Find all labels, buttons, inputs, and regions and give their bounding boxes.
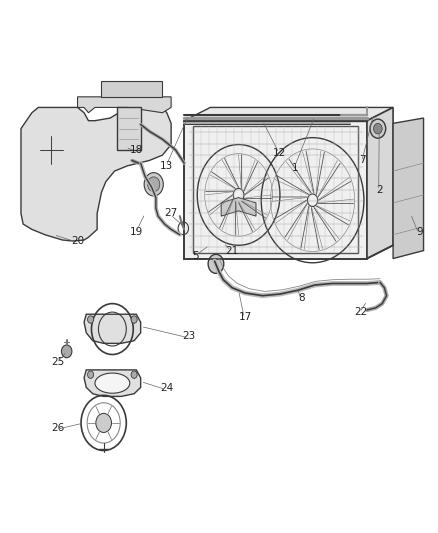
Polygon shape xyxy=(78,97,171,113)
Text: 23: 23 xyxy=(182,332,195,342)
Circle shape xyxy=(208,254,224,273)
Polygon shape xyxy=(84,314,141,343)
Text: 2: 2 xyxy=(377,184,383,195)
Circle shape xyxy=(61,345,72,358)
Circle shape xyxy=(88,316,94,323)
Text: 17: 17 xyxy=(238,312,252,322)
Circle shape xyxy=(374,123,382,134)
Text: 22: 22 xyxy=(354,306,367,317)
Text: 5: 5 xyxy=(192,251,198,261)
Text: 19: 19 xyxy=(130,227,143,237)
Polygon shape xyxy=(84,370,141,397)
Text: 7: 7 xyxy=(359,156,366,165)
Polygon shape xyxy=(21,108,171,241)
Text: 12: 12 xyxy=(273,148,286,158)
Text: 1: 1 xyxy=(292,164,298,173)
Text: 25: 25 xyxy=(51,357,64,367)
Text: 9: 9 xyxy=(416,227,423,237)
Text: 26: 26 xyxy=(51,423,64,433)
Circle shape xyxy=(148,177,160,192)
Polygon shape xyxy=(221,198,256,216)
Polygon shape xyxy=(393,118,424,259)
Polygon shape xyxy=(184,108,393,120)
Circle shape xyxy=(96,414,112,432)
Text: 27: 27 xyxy=(165,208,178,219)
Polygon shape xyxy=(117,108,141,150)
Polygon shape xyxy=(102,81,162,97)
Circle shape xyxy=(88,371,94,378)
Polygon shape xyxy=(367,108,393,259)
Circle shape xyxy=(370,119,386,138)
Text: 13: 13 xyxy=(160,161,173,171)
Text: 8: 8 xyxy=(298,293,305,303)
Polygon shape xyxy=(184,120,367,259)
Text: 18: 18 xyxy=(130,145,143,155)
Circle shape xyxy=(144,173,163,196)
Circle shape xyxy=(131,316,137,323)
Text: 20: 20 xyxy=(71,236,84,246)
Text: 21: 21 xyxy=(226,246,239,256)
Ellipse shape xyxy=(95,373,130,393)
Text: 24: 24 xyxy=(160,383,173,393)
Circle shape xyxy=(131,371,137,378)
